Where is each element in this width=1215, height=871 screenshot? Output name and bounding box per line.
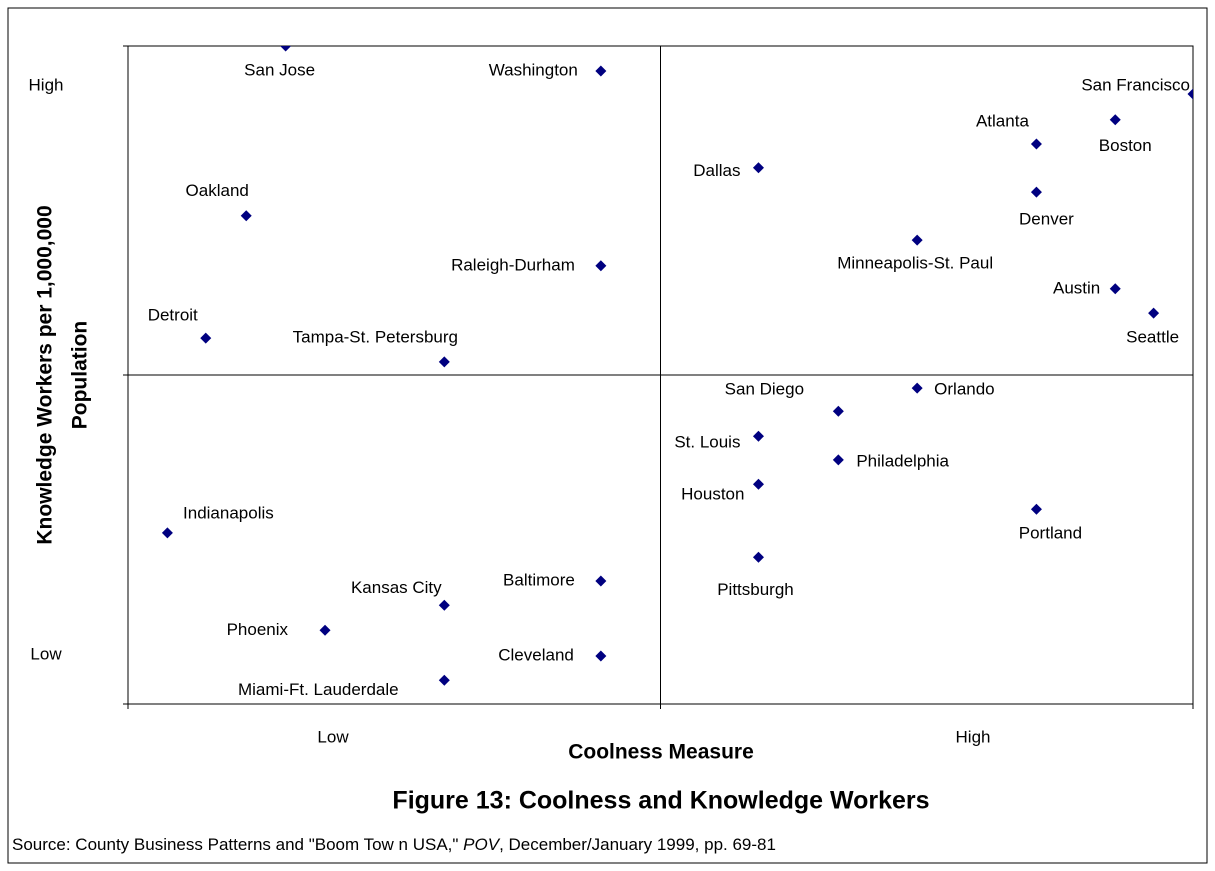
point-label: Denver [1019,210,1074,229]
y-axis-label: Population [69,321,92,430]
point [280,46,292,52]
y-axis-label: Knowledge Workers per 1,000,000 [34,205,57,544]
marks [161,46,1193,686]
source-text: POV [463,835,501,854]
point-label: Miami-Ft. Lauderdale [238,680,399,699]
point-label: Baltimore [503,570,575,589]
chart-title: Figure 13: Coolness and Knowledge Worker… [392,787,929,815]
point-label: Cleveland [498,645,574,664]
point-label: Seattle [1126,328,1179,347]
point [161,527,173,539]
point [1187,88,1193,100]
x-level-label: High [956,727,991,746]
point-label: Philadelphia [856,451,949,470]
point [911,382,923,394]
frame [7,7,1208,864]
y-level-label: High [29,75,64,94]
point-label: Kansas City [351,578,442,597]
point [438,674,450,686]
point-label: Pittsburgh [717,580,794,599]
point [438,356,450,368]
point-label: Portland [1019,524,1082,543]
point-label: Orlando [934,380,994,399]
point-label: San Francisco [1081,76,1190,95]
source-text: , December/January 1999, pp. 69-81 [499,835,776,854]
point-label: San Diego [725,380,804,399]
point [752,478,764,490]
point-label: Oakland [186,181,249,200]
point [240,210,252,222]
point-label: Boston [1099,136,1152,155]
point [1148,307,1160,319]
point-label: Raleigh-Durham [451,255,575,274]
point [595,65,607,77]
point-label: Indianapolis [183,503,274,522]
point [438,599,450,611]
point [832,405,844,417]
x-axis-label: Coolness Measure [568,741,754,764]
point [752,551,764,563]
point [911,234,923,246]
point-label: Washington [489,60,578,79]
point [1030,138,1042,150]
point [752,430,764,442]
point [1030,186,1042,198]
point-label: Atlanta [976,112,1029,131]
point-label: Austin [1053,278,1100,297]
point-label: Tampa-St. Petersburg [293,327,458,346]
source-text: Source: County Business Patterns and "Bo… [12,835,463,854]
point [752,162,764,174]
point [1030,503,1042,515]
point [200,332,212,344]
x-level-label: Low [317,727,349,746]
point-label: Phoenix [227,620,289,639]
y-level-label: Low [30,644,62,663]
point-label: Minneapolis-St. Paul [837,254,993,273]
point [595,575,607,587]
point-label: Detroit [148,306,198,325]
point-label: Houston [681,485,744,504]
point-label: Dallas [693,161,740,180]
point [832,454,844,466]
point [595,260,607,272]
source: Source: County Business Patterns and "Bo… [12,835,776,854]
point [319,624,331,636]
point-label: San Jose [244,60,315,79]
point [1109,283,1121,295]
point-label: St. Louis [674,433,740,452]
point [595,650,607,662]
point [1109,114,1121,126]
